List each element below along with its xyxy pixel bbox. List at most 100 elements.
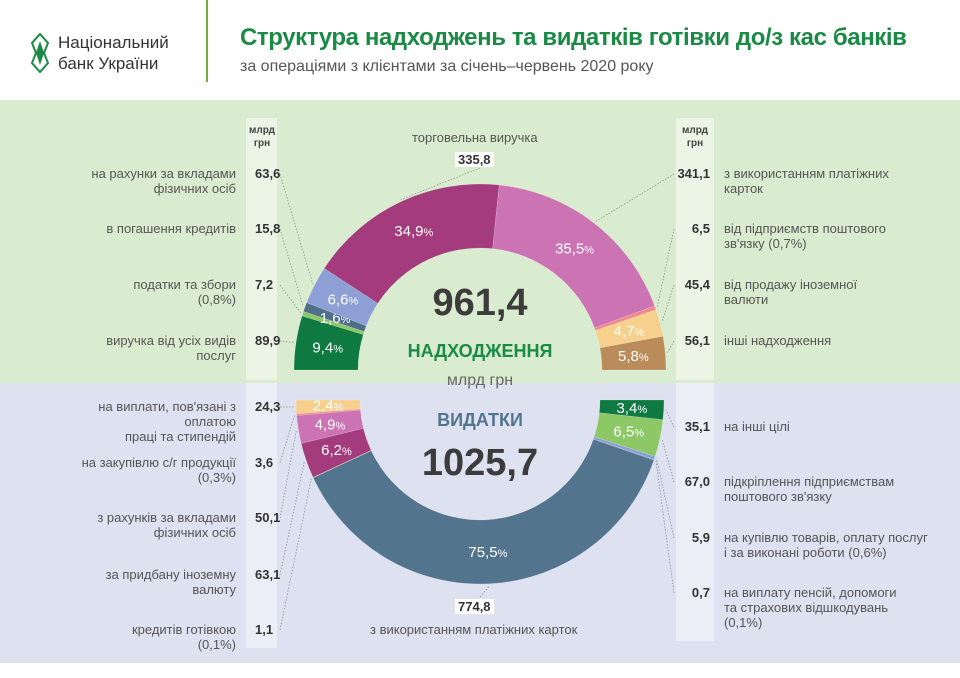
page-subtitle: за операціями з клієнтами за січень–черв… xyxy=(240,58,654,75)
leader-line xyxy=(279,414,295,464)
income-total: 961,4 xyxy=(432,282,528,324)
category-label: підкріплення підприємствам поштового зв'… xyxy=(724,474,895,504)
value-label: 0,7 xyxy=(691,585,710,600)
category-label: виручка від усіх видів послуг xyxy=(106,333,236,363)
pct-label: 4,7% xyxy=(614,323,645,340)
segment-1-8 xyxy=(593,412,664,457)
value-label: 15,8 xyxy=(255,221,281,236)
value-label: 335,8 xyxy=(455,152,494,167)
value-label: 5,9 xyxy=(691,530,710,545)
value-label: 24,3 xyxy=(255,399,281,414)
left-value-column xyxy=(246,118,277,380)
value-label: 341,1 xyxy=(677,166,710,181)
category-label: кредитів готівкою (0,1%) xyxy=(131,622,236,652)
nbu-emblem-icon xyxy=(30,33,50,73)
category-label: на інші цілі xyxy=(724,419,790,434)
segment-0-3 xyxy=(306,268,379,327)
category-label: в погашення кредитів xyxy=(106,221,236,236)
category-label: на закупівлю с/г продукції (0,3%) xyxy=(81,455,236,485)
pct-label: 2,4% xyxy=(313,398,344,415)
logo-line2: банк України xyxy=(58,54,159,73)
nbu-logo: Національний банк України xyxy=(30,32,169,74)
left-value-column-bottom xyxy=(246,383,277,648)
category-label: з використанням платіжних карток xyxy=(370,622,578,637)
category-label: інші надходження xyxy=(724,333,832,348)
leader-line xyxy=(279,461,305,576)
unit-label-left: млрд грн xyxy=(249,125,275,149)
leader-line xyxy=(399,167,481,201)
pct-label: 5,8% xyxy=(618,348,649,365)
leader-line xyxy=(279,478,312,631)
category-label: за придбану іноземну валюту xyxy=(105,567,236,597)
segment-0-8 xyxy=(599,336,667,371)
leader-line xyxy=(279,284,302,314)
pct-label: 4,9% xyxy=(315,416,346,433)
value-label: 774,8 xyxy=(455,599,494,614)
segment-0-7 xyxy=(595,309,664,349)
value-label: 7,2 xyxy=(255,277,274,292)
segment-0-1 xyxy=(301,311,365,335)
leader-line xyxy=(656,228,675,308)
unit-center: млрд грн xyxy=(446,372,514,389)
value-label: 35,1 xyxy=(684,419,710,434)
leader-line xyxy=(479,585,490,598)
value-label: 67,0 xyxy=(684,474,710,489)
pct-label: 34,9% xyxy=(394,223,433,240)
leader-line xyxy=(279,228,304,307)
value-label: 50,1 xyxy=(255,510,281,525)
category-label: на виплати, пов'язані з оплатою праці та… xyxy=(98,399,236,444)
category-label: торговельна виручка xyxy=(412,130,538,145)
leader-line xyxy=(656,458,675,539)
leader-line xyxy=(666,340,675,354)
category-label: з використанням платіжних карток xyxy=(724,166,889,196)
right-value-column xyxy=(676,118,714,380)
page-title: Структура надходжень та видатків готівки… xyxy=(240,24,907,51)
header-divider xyxy=(206,0,208,82)
unit-label-right: млрд грн xyxy=(682,125,708,149)
category-label: від продажу іноземної валюти xyxy=(724,277,858,307)
income-label: НАДХОДЖЕННЯ xyxy=(407,341,553,361)
category-label: податки та збори (0,8%) xyxy=(133,277,236,307)
pct-label: 6,6% xyxy=(328,292,359,309)
segment-0-5 xyxy=(492,184,655,329)
pct-label: 6,5% xyxy=(613,424,644,441)
value-label: 1,1 xyxy=(255,622,274,637)
pct-label: 1,6% xyxy=(320,310,351,327)
leader-line xyxy=(279,429,297,519)
pct-label: 35,5% xyxy=(555,240,594,257)
segment-1-9 xyxy=(599,399,665,420)
value-label: 3,6 xyxy=(255,455,274,470)
category-label: на купівлю товарів, оплату послуг і за в… xyxy=(724,530,928,560)
leader-line xyxy=(665,409,675,428)
leader-line xyxy=(279,340,295,343)
leader-line xyxy=(279,173,314,285)
expense-label: ВИДАТКИ xyxy=(437,410,523,430)
segment-1-4 xyxy=(312,450,372,479)
segment-0-0 xyxy=(293,315,364,371)
value-label: 45,4 xyxy=(684,277,710,292)
leader-line xyxy=(595,173,675,222)
value-label: 63,6 xyxy=(255,166,281,181)
right-value-column-bottom xyxy=(676,383,714,641)
value-label: 6,5 xyxy=(691,221,710,236)
category-label: на рахунки за вкладами фізичних осіб xyxy=(91,166,236,196)
leader-line xyxy=(655,460,675,594)
pct-label: 75,5% xyxy=(468,544,507,561)
segment-1-5 xyxy=(312,438,655,585)
pct-label: 9,4% xyxy=(312,339,343,356)
pct-label: 6,2% xyxy=(321,442,352,459)
segment-1-3 xyxy=(300,428,372,478)
segment-1-0 xyxy=(295,399,361,415)
leader-line xyxy=(661,438,675,483)
segment-1-6 xyxy=(593,438,655,461)
value-label: 63,1 xyxy=(255,567,281,582)
category-label: на виплату пенсій, допомоги та страхових… xyxy=(724,585,897,630)
segment-0-4 xyxy=(323,183,500,304)
leader-line xyxy=(661,284,675,323)
expense-total: 1025,7 xyxy=(421,442,539,484)
category-label: від підприємств поштового зв'язку (0,7%) xyxy=(724,221,886,251)
value-label: 56,1 xyxy=(684,333,710,348)
segment-0-6 xyxy=(594,305,657,331)
